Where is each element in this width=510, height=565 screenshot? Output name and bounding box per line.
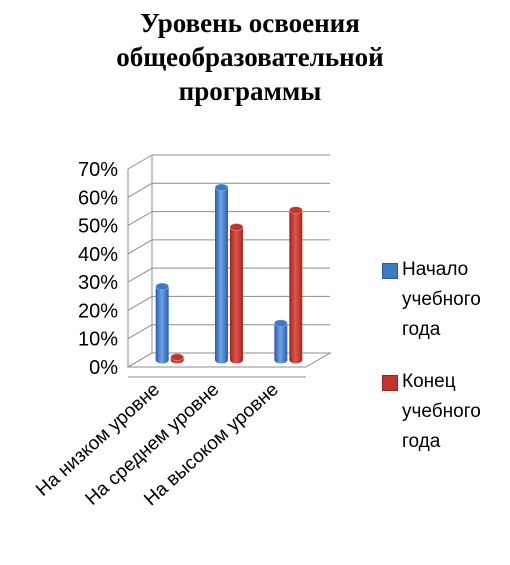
legend-item-end: Конец учебного года xyxy=(380,367,505,457)
side-gridline xyxy=(127,182,153,198)
legend: Начало учебного года Конец учебного года xyxy=(380,255,505,479)
bar-top xyxy=(288,206,303,214)
chart-title-line: Уровень освоения xyxy=(140,8,360,38)
bar-base xyxy=(215,356,228,364)
bars-layer xyxy=(155,183,303,364)
bar-body xyxy=(289,210,303,360)
legend-item-start: Начало учебного года xyxy=(380,255,505,345)
bar-body xyxy=(274,323,288,360)
y-tick-label: 50% xyxy=(78,216,118,238)
chart-floor xyxy=(126,352,332,368)
bar-start xyxy=(273,319,288,364)
y-tick-label: 70% xyxy=(78,159,118,181)
bar-base xyxy=(155,356,169,364)
chart-title-line: общеобразовательной xyxy=(116,42,384,72)
legend-label-end: Конец учебного года xyxy=(402,371,481,452)
bar-end xyxy=(288,206,303,364)
bar-top xyxy=(155,282,170,291)
side-gridline xyxy=(127,267,153,283)
y-tick-label: 0% xyxy=(89,357,118,379)
bar-body xyxy=(155,286,169,360)
side-gridline xyxy=(127,154,153,170)
y-tick-label: 10% xyxy=(78,329,118,351)
side-gridline xyxy=(127,324,153,340)
side-gridline xyxy=(127,239,153,255)
bar-body xyxy=(215,187,228,360)
chart-title-line: программы xyxy=(178,76,322,106)
side-gridline xyxy=(127,295,153,311)
bar-top xyxy=(214,183,229,192)
y-tick-label: 20% xyxy=(78,300,118,322)
bar-end xyxy=(170,353,185,364)
y-tick-label: 60% xyxy=(78,187,118,209)
legend-swatch-start xyxy=(382,263,398,279)
legend-swatch-end xyxy=(382,375,398,391)
bar-top xyxy=(273,319,288,328)
bar-top xyxy=(229,223,244,231)
bar-base xyxy=(289,356,303,364)
bar-end xyxy=(229,223,244,364)
legend-label-start: Начало учебного года xyxy=(402,259,481,340)
bar-top xyxy=(170,353,185,362)
bar-base xyxy=(230,356,243,364)
chart-title: Уровень освоения общеобразовательной про… xyxy=(40,6,460,108)
y-tick-label: 40% xyxy=(78,244,118,266)
bar-start xyxy=(155,282,170,364)
y-tick-label: 30% xyxy=(78,272,118,294)
side-gridline xyxy=(127,211,153,227)
bar-body xyxy=(230,227,243,360)
bar-start xyxy=(214,183,229,364)
bar-base xyxy=(274,356,288,364)
